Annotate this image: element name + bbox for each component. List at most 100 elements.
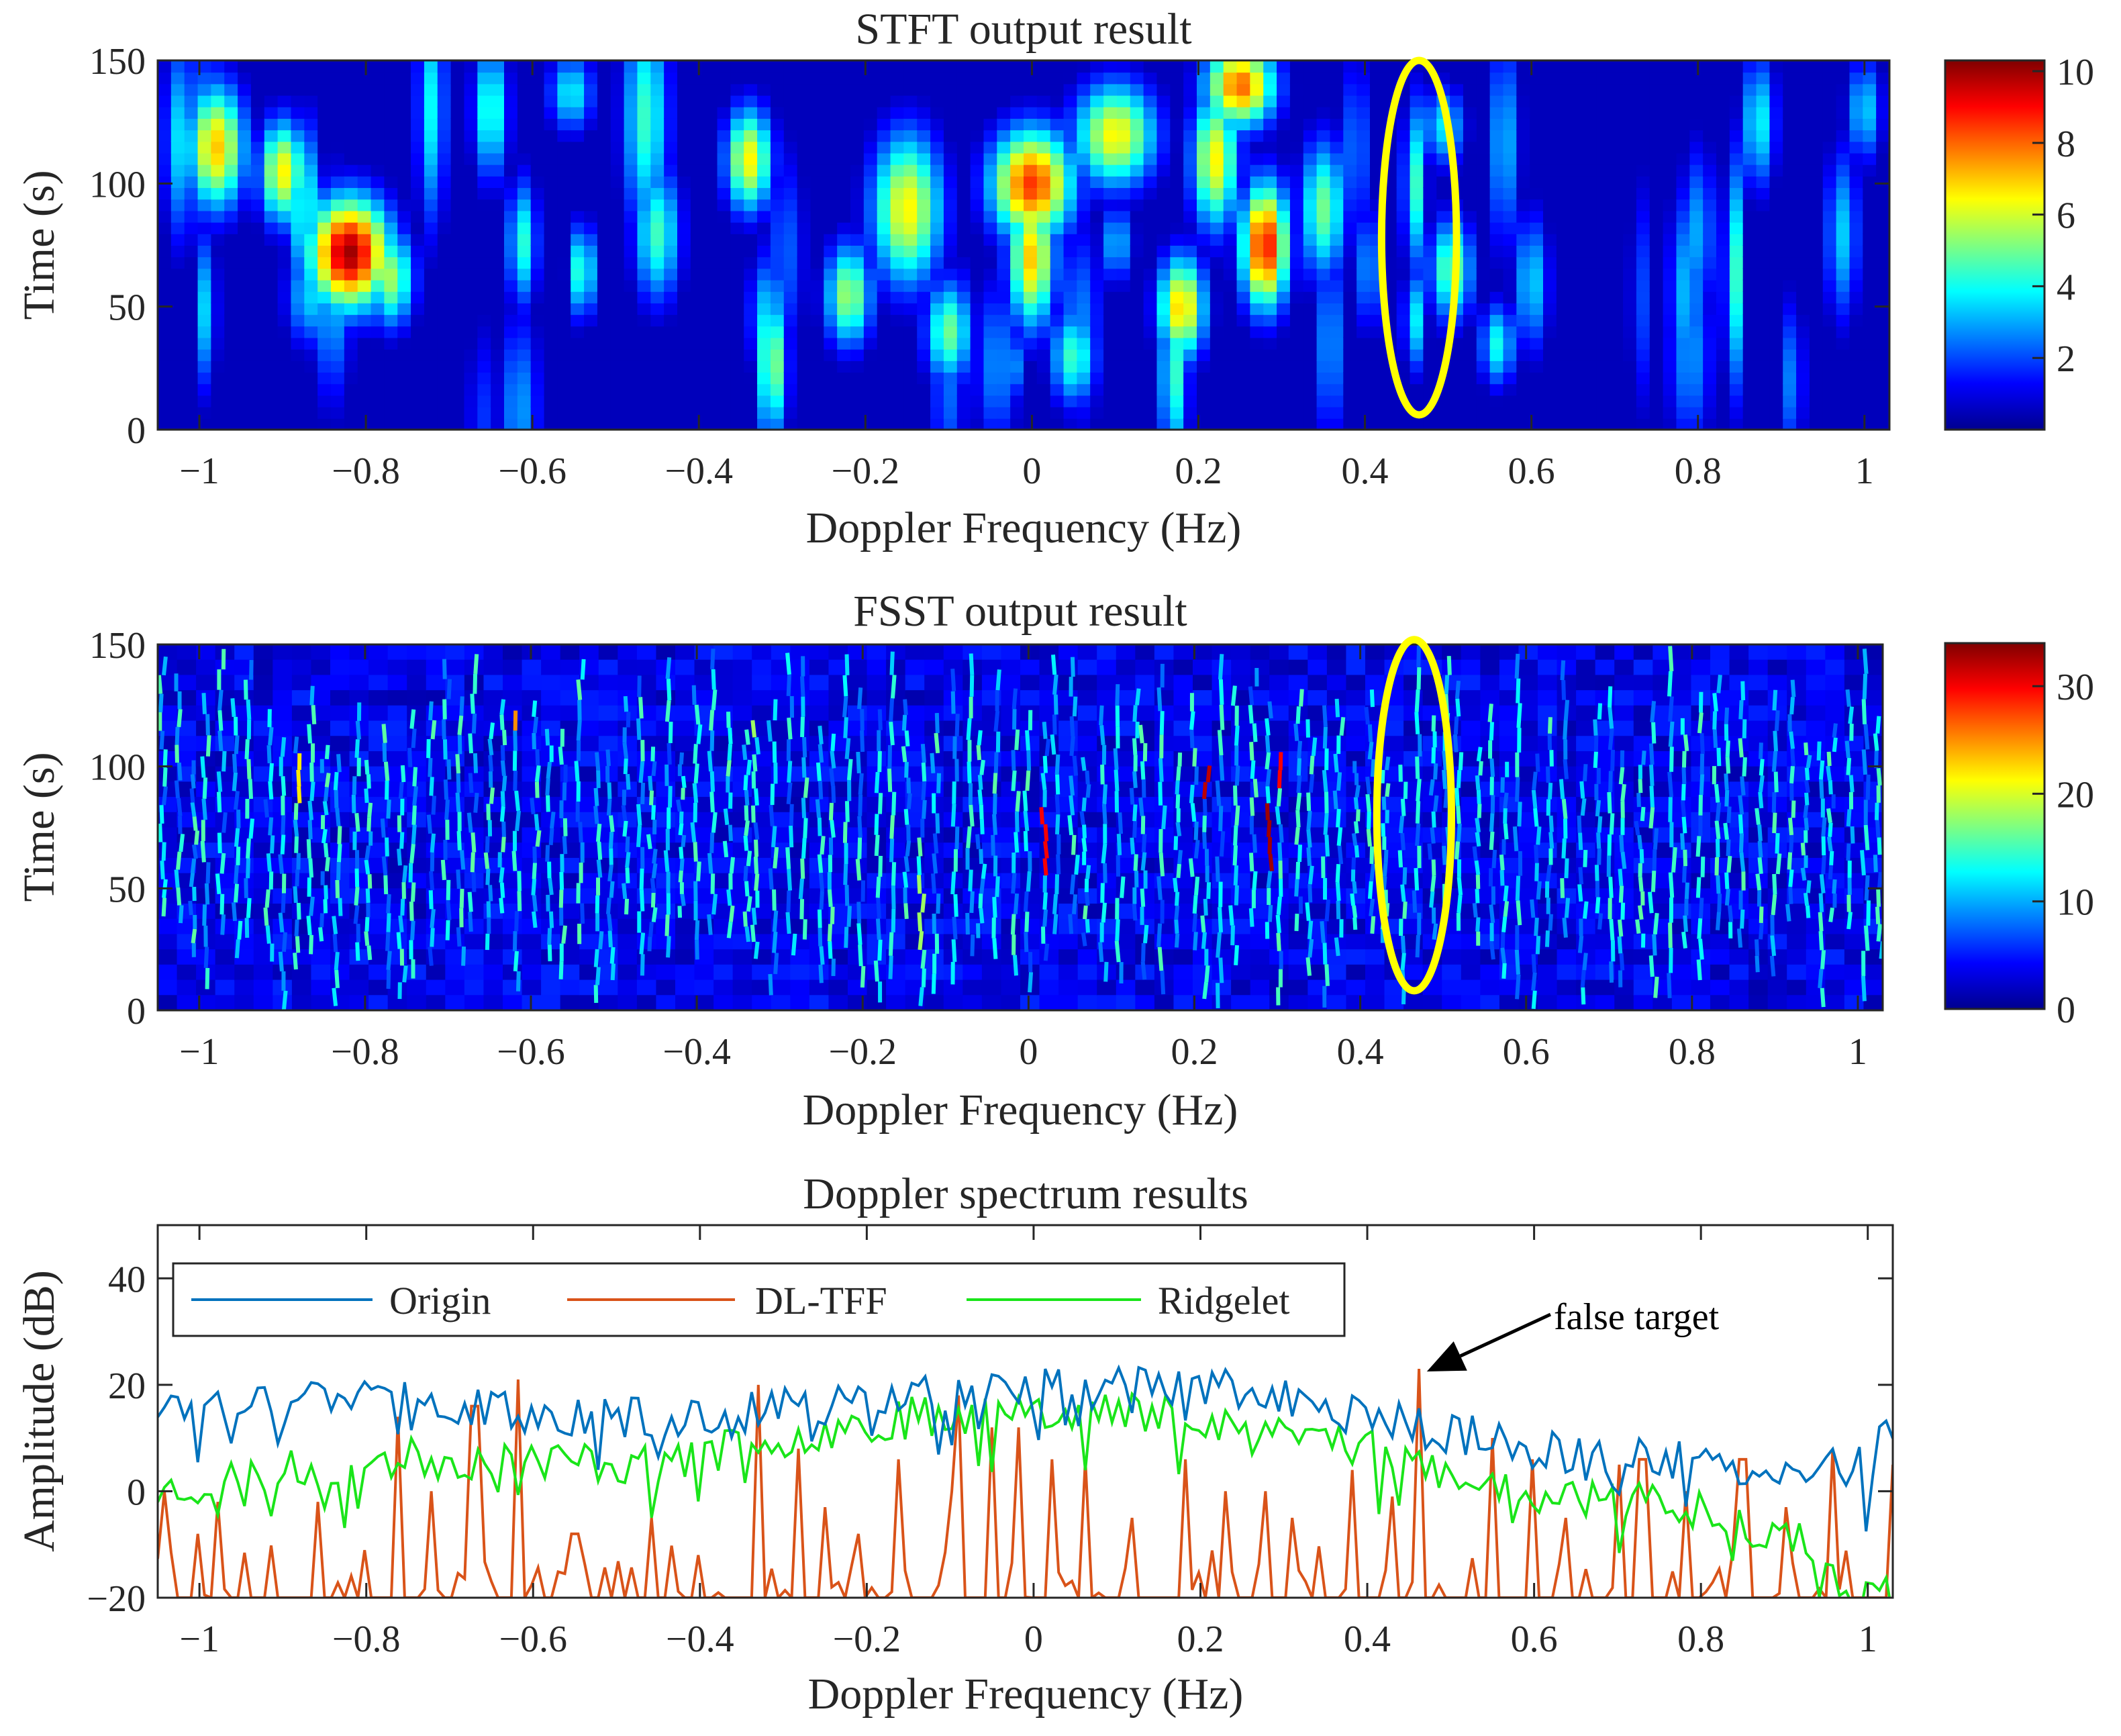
heatmap-cell — [464, 117, 479, 131]
heatmap-cell — [330, 659, 350, 676]
heatmap-cell — [1463, 117, 1477, 131]
heatmap-cell — [1809, 406, 1824, 419]
heatmap-cell — [1250, 348, 1265, 361]
heatmap-cell — [1436, 302, 1451, 316]
heatmap-cell — [504, 83, 518, 96]
heatmap-cell — [675, 720, 695, 737]
heatmap-cell — [584, 106, 598, 119]
heatmap-cell — [1263, 314, 1278, 327]
heatmap-cell — [757, 164, 771, 177]
heatmap-cell — [1863, 187, 1877, 200]
heatmap-cell — [717, 256, 732, 269]
heatmap-cell — [1236, 395, 1251, 407]
heatmap-cell — [503, 690, 523, 706]
heatmap-cell — [1130, 291, 1144, 303]
heatmap-cell — [1250, 106, 1265, 119]
heatmap-cell — [368, 781, 389, 798]
heatmap-cell — [783, 83, 798, 96]
heatmap-cell — [1809, 337, 1824, 350]
heatmap-cell — [1370, 372, 1384, 385]
heatmap-cell — [1156, 245, 1171, 258]
heatmap-cell — [371, 130, 385, 142]
heatmap-cell — [598, 659, 619, 676]
heatmap-cell — [544, 164, 558, 177]
heatmap-cell — [1396, 245, 1411, 258]
heatmap-cell — [703, 187, 718, 200]
heatmap-cell — [956, 152, 971, 165]
heatmap-cell — [1796, 210, 1810, 223]
heatmap-cell — [752, 751, 772, 767]
heatmap-cell — [504, 60, 518, 73]
heatmap-cell — [694, 675, 715, 691]
heatmap-cell — [1863, 395, 1877, 407]
heatmap-cell — [464, 187, 479, 200]
heatmap-cell — [863, 222, 878, 234]
heatmap-cell — [597, 268, 611, 281]
heatmap-cell — [541, 659, 561, 676]
heatmap-cell — [158, 406, 172, 419]
heatmap-cell — [717, 337, 732, 350]
heatmap-cell — [1183, 302, 1197, 316]
heatmap-cell — [1836, 222, 1851, 234]
heatmap-cell — [757, 360, 771, 373]
heatmap-cell — [1543, 152, 1557, 165]
heatmap-cell — [250, 95, 265, 107]
heatmap-cell — [770, 326, 785, 338]
heatmap-cell — [797, 95, 811, 107]
heatmap-cell — [368, 797, 389, 813]
heatmap-cell — [1543, 326, 1557, 338]
heatmap-cell — [637, 395, 652, 407]
heatmap-cell — [1876, 302, 1889, 316]
heatmap-cell — [1197, 372, 1211, 385]
heatmap-cell — [238, 360, 252, 373]
heatmap-cell — [850, 395, 865, 407]
heatmap-cell — [1716, 268, 1730, 281]
heatmap-cell — [598, 857, 619, 874]
heatmap-cell — [253, 904, 274, 920]
heatmap-cell — [1663, 348, 1677, 361]
heatmap-cell — [450, 348, 465, 361]
heatmap-cell — [1676, 348, 1691, 361]
heatmap-cell — [1263, 360, 1278, 373]
heatmap-cell — [637, 406, 652, 419]
heatmap-cell — [1649, 314, 1664, 327]
heatmap-cell — [253, 644, 274, 661]
heatmap-cell — [264, 72, 279, 85]
heatmap-cell — [517, 256, 532, 269]
heatmap-cell — [1010, 337, 1024, 350]
heatmap-cell — [1596, 141, 1611, 154]
heatmap-cell — [1197, 72, 1211, 85]
heatmap-cell — [1703, 395, 1717, 407]
heatmap-cell — [863, 233, 878, 246]
heatmap-cell — [1289, 106, 1304, 119]
heatmap-cell — [1610, 141, 1624, 154]
heatmap-cell — [1756, 268, 1771, 281]
heatmap-cell — [317, 268, 332, 281]
heatmap-cell — [877, 199, 891, 211]
heatmap-cell — [1676, 187, 1691, 200]
heatmap-cell — [970, 164, 985, 177]
heatmap-cell — [424, 83, 438, 96]
heatmap-cell — [211, 383, 226, 396]
heatmap-cell — [557, 164, 572, 177]
heatmap-cell — [224, 245, 239, 258]
heatmap-cell — [1610, 326, 1624, 338]
heatmap-cell — [238, 245, 252, 258]
heatmap-cell — [184, 279, 199, 292]
heatmap-cell — [824, 302, 838, 316]
heatmap-cell — [437, 83, 452, 96]
heatmap-cell — [610, 406, 625, 419]
heatmap-cell — [664, 106, 678, 119]
heatmap-cell — [503, 949, 523, 965]
heatmap-cell — [732, 781, 753, 798]
heatmap-cell — [770, 245, 785, 258]
heatmap-cell — [331, 60, 345, 73]
heatmap-cell — [1756, 279, 1771, 292]
heatmap-cell — [1436, 233, 1451, 246]
heatmap-cell — [730, 130, 745, 142]
heatmap-cell — [650, 141, 665, 154]
heatmap-cell — [1197, 348, 1211, 361]
heatmap-cell — [650, 175, 665, 189]
heatmap-cell — [196, 812, 216, 828]
heatmap-cell — [1050, 95, 1065, 107]
